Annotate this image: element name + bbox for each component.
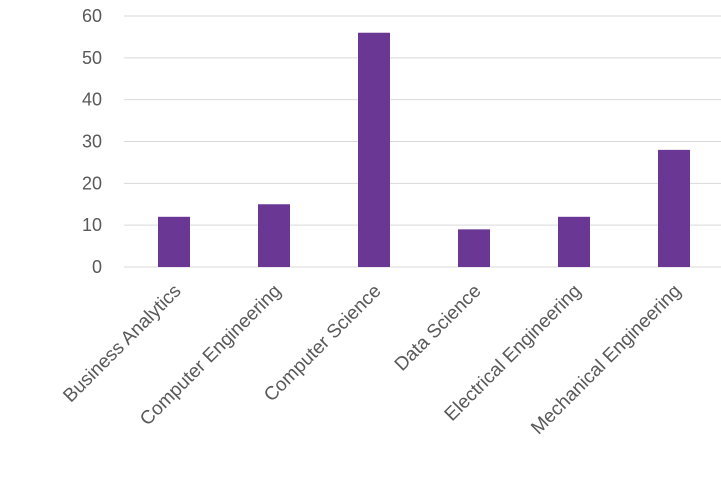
y-tick-label: 0 (92, 257, 102, 277)
bar-electrical-engineering (558, 216, 590, 267)
y-tick-label: 50 (82, 48, 102, 68)
y-tick-label: 30 (82, 132, 102, 152)
bar-business-analytics (158, 216, 190, 267)
bar-mechanical-engineering (658, 149, 690, 267)
bar-computer-science (358, 32, 390, 267)
y-tick-label: 40 (82, 90, 102, 110)
y-tick-label: 10 (82, 215, 102, 235)
y-tick-label: 20 (82, 173, 102, 193)
bar-data-science (458, 229, 490, 267)
bar-computer-engineering (258, 204, 290, 267)
y-axis-ticks: 0 10 20 30 40 50 60 (82, 6, 102, 277)
gridlines (124, 15, 721, 268)
y-tick-label: 60 (82, 6, 102, 26)
x-tick-label: Data Science (391, 281, 486, 376)
bars (158, 32, 690, 267)
